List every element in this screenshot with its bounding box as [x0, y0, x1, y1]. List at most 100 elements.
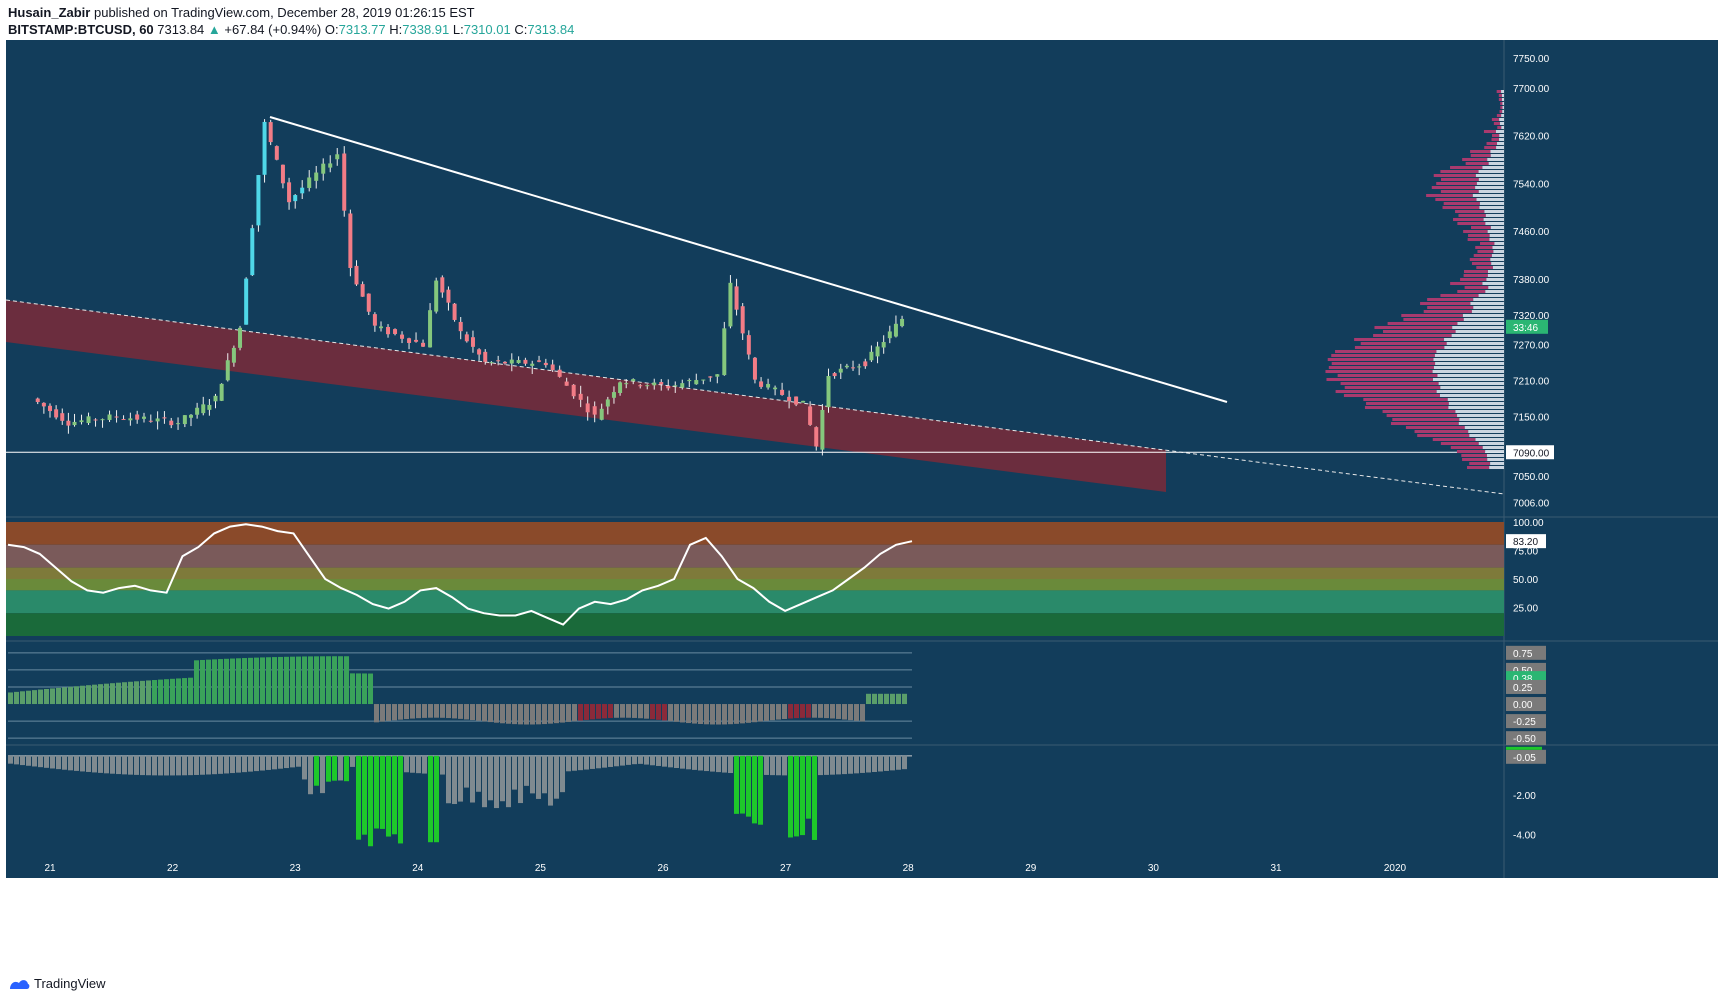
histogram-bar — [872, 693, 877, 705]
volume-profile-bar-pink — [1491, 138, 1500, 141]
volume-profile-bar-pink — [1337, 374, 1438, 377]
volume-profile-bar-pink — [1477, 250, 1494, 253]
negative-histogram-value-marker — [1506, 746, 1542, 750]
candle-up — [225, 360, 230, 381]
volume-profile-bar-white — [1457, 322, 1504, 325]
candle-up — [728, 282, 733, 327]
candle-up — [300, 187, 305, 194]
negative-histogram-bar — [284, 755, 289, 769]
candle-down — [93, 419, 98, 421]
histogram-bar — [644, 704, 649, 719]
histogram-bar — [170, 678, 175, 705]
negative-histogram-bar — [470, 755, 475, 803]
histogram-bar — [428, 704, 433, 718]
volume-profile-bar-pink — [1469, 462, 1491, 465]
candle-up — [335, 154, 340, 160]
negative-histogram-bar — [164, 755, 169, 776]
symbol-label[interactable]: BITSTAMP:BTCUSD, 60 — [8, 22, 154, 37]
histogram-bar — [266, 657, 271, 705]
histogram-bar — [206, 659, 211, 705]
histogram-bar — [482, 704, 487, 722]
volume-profile-bar-white — [1501, 90, 1504, 93]
volume-profile-bar-white — [1488, 162, 1504, 165]
volume-profile-bar-pink — [1470, 150, 1491, 153]
negative-histogram-bar — [542, 755, 547, 794]
negative-histogram-bar — [830, 755, 835, 775]
volume-profile-bar-pink — [1462, 458, 1488, 461]
candle-down — [759, 381, 764, 387]
volume-profile-bar-white — [1478, 190, 1504, 193]
candle-up — [207, 404, 212, 410]
volume-profile-bar-pink — [1440, 190, 1479, 193]
volume-profile-bar-pink — [1387, 322, 1458, 325]
negative-histogram-bar — [134, 755, 139, 775]
candle-down — [851, 367, 856, 369]
negative-histogram-tick-label: -4.00 — [1513, 830, 1536, 841]
open-label: O: — [324, 22, 339, 37]
price-tick-label: 7320.00 — [1513, 311, 1550, 322]
candle-down — [746, 335, 751, 355]
footer-brand[interactable]: TradingView — [8, 976, 106, 991]
volume-profile-bar-pink — [1354, 338, 1445, 341]
time-axis-label: 26 — [657, 863, 669, 874]
negative-histogram-bar — [608, 755, 613, 767]
volume-profile-bar-white — [1447, 398, 1504, 401]
ohlc-line: BITSTAMP:BTCUSD, 60 7313.84 ▲ +67.84 (+0… — [8, 22, 574, 37]
volume-profile-bar-white — [1499, 138, 1504, 141]
time-axis-label: 27 — [780, 863, 792, 874]
histogram-bar — [8, 692, 13, 705]
price-tick-label: 7620.00 — [1513, 132, 1550, 143]
negative-histogram-bar — [380, 755, 385, 829]
oscillator-line[interactable] — [7, 523, 913, 626]
price-tick-label: 7006.00 — [1513, 498, 1550, 509]
histogram-bar — [674, 704, 679, 722]
negative-histogram-bar — [536, 755, 541, 799]
volume-profile-bar-white — [1463, 318, 1504, 321]
volume-profile-bar-pink — [1455, 210, 1485, 213]
negative-histogram-bar — [350, 755, 355, 767]
negative-histogram-bar — [626, 755, 631, 765]
descending-trendline[interactable] — [269, 116, 1228, 403]
histogram-bar — [440, 704, 445, 718]
histogram-bar — [866, 693, 871, 705]
histogram-bar — [662, 704, 667, 721]
histogram-bar — [500, 704, 505, 724]
volume-profile-bar-pink — [1468, 234, 1490, 237]
negative-histogram-bar — [326, 755, 331, 782]
candle-down — [564, 381, 569, 386]
author-name[interactable]: Husain_Zabir — [8, 5, 91, 20]
price-tick-label: 7460.00 — [1513, 227, 1550, 238]
histogram-bar — [902, 693, 907, 705]
negative-histogram-bar — [638, 755, 643, 764]
negative-histogram-bar — [572, 755, 577, 771]
negative-histogram-bar — [128, 755, 133, 775]
volume-profile-bar-pink — [1457, 222, 1486, 225]
volume-profile-bar-pink — [1343, 394, 1440, 397]
histogram-bar — [608, 704, 613, 718]
time-axis-label: 21 — [44, 863, 56, 874]
volume-profile-bar-white — [1444, 346, 1504, 349]
negative-histogram-bar — [38, 755, 43, 768]
negative-histogram-bar — [62, 755, 67, 770]
candle-down — [274, 146, 279, 160]
histogram-bar — [878, 693, 883, 705]
candle-up — [379, 326, 384, 329]
volume-profile-bar-pink — [1450, 166, 1483, 169]
candle-down — [502, 361, 507, 364]
histogram-bar — [44, 688, 49, 705]
negative-histogram-bar — [506, 755, 511, 808]
candle-up — [605, 399, 610, 407]
negative-histogram-bar — [398, 755, 403, 844]
volume-profile-bar-pink — [1374, 326, 1453, 329]
histogram-bar — [842, 704, 847, 720]
negative-histogram-bar — [182, 755, 187, 776]
volume-profile-bar-white — [1485, 290, 1504, 293]
volume-profile-bar-pink — [1325, 370, 1433, 373]
histogram-bar — [272, 657, 277, 705]
negative-histogram-bar — [440, 755, 445, 775]
volume-profile-bar-white — [1464, 426, 1504, 429]
negative-histogram-bar — [428, 755, 433, 843]
candle-down — [483, 351, 488, 362]
volume-profile-bar-white — [1482, 282, 1504, 285]
